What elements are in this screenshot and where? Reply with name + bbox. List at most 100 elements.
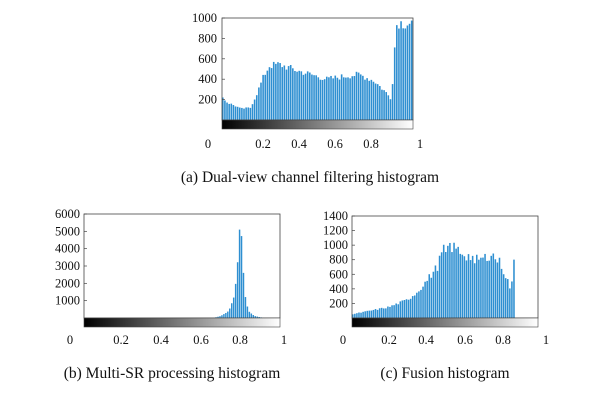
histogram-bar: [228, 103, 230, 120]
histogram-bar: [317, 77, 320, 120]
histogram-bar: [357, 72, 360, 120]
histogram-bar: [428, 274, 431, 318]
histogram-bar: [463, 256, 466, 318]
histogram-bar: [287, 66, 290, 120]
histogram-bar: [319, 79, 322, 120]
histogram-bar: [238, 229, 241, 318]
histogram-bar: [313, 75, 315, 120]
histogram-bar: [387, 95, 390, 120]
histogram-bar: [459, 253, 462, 318]
histogram-bar: [488, 260, 490, 318]
histogram-bar: [336, 77, 339, 120]
y-tick-label: 1000: [192, 11, 217, 25]
histogram-bar: [243, 108, 245, 120]
histogram-bar: [268, 67, 271, 120]
histogram-bar: [471, 255, 474, 318]
histogram-bar: [351, 76, 354, 120]
histogram-bar: [389, 306, 391, 318]
histogram-bar: [232, 105, 235, 120]
histogram-bar: [480, 257, 482, 318]
histogram-bar: [376, 84, 379, 120]
histogram-bar: [266, 70, 269, 120]
histogram-bar: [345, 77, 347, 120]
y-tick-label: 1000: [323, 238, 348, 252]
histogram-bar: [408, 23, 411, 120]
histogram-bar: [321, 79, 324, 120]
histogram-bar: [306, 71, 309, 120]
histogram-bar: [391, 305, 393, 318]
histogram-bar: [258, 87, 260, 120]
histogram-bar: [251, 104, 254, 120]
histogram-bar: [372, 309, 375, 318]
histogram-bar: [380, 307, 383, 318]
histogram-bar: [482, 257, 484, 318]
histogram-bar: [353, 76, 356, 120]
histogram-bar: [398, 28, 400, 120]
histogram-bar: [304, 73, 307, 120]
histogram-bar: [368, 310, 371, 318]
histogram-bar: [432, 271, 435, 318]
histogram-bar: [292, 68, 294, 120]
histogram-bar: [416, 292, 418, 318]
histogram-bar: [355, 71, 358, 120]
histogram-bar: [494, 259, 497, 318]
histogram-bar: [358, 312, 360, 318]
histogram-bar: [359, 74, 362, 120]
histogram-bar: [406, 25, 409, 120]
histogram-bar: [438, 255, 441, 318]
x-tick-label: 0.4: [418, 333, 434, 347]
histogram-bar: [500, 268, 503, 318]
histogram-bar: [241, 107, 243, 120]
histogram-bar: [230, 103, 233, 120]
histogram-bar: [264, 74, 267, 120]
histogram-bar: [272, 61, 275, 120]
histogram-bar: [226, 102, 228, 120]
histogram-bar: [404, 28, 407, 120]
histogram-bar: [411, 296, 414, 318]
histogram-bar: [420, 289, 422, 318]
histogram-bar: [356, 313, 358, 318]
x-tick-label: 0.8: [232, 333, 248, 347]
histogram-bar: [252, 315, 255, 318]
y-tick-label: 800: [329, 253, 348, 267]
histogram-bar: [283, 65, 286, 120]
histogram-bar: [338, 79, 341, 120]
histogram-bar: [393, 305, 395, 318]
histogram-bar: [253, 99, 256, 120]
histogram-bar: [277, 62, 279, 120]
histogram-bar: [507, 279, 509, 318]
histogram-bar: [225, 312, 227, 318]
histogram-bar: [434, 265, 437, 318]
x-tick-label: 0: [67, 333, 73, 347]
x-tick-label: 0.6: [457, 333, 473, 347]
histogram-bar: [492, 253, 495, 318]
histogram-bar: [296, 71, 298, 120]
histogram-bar: [490, 255, 493, 318]
histogram-bar: [502, 274, 505, 318]
y-tick-label: 1400: [323, 209, 348, 223]
histogram-bar: [372, 81, 375, 120]
histogram-bar: [279, 63, 281, 120]
x-tick-label: 0.4: [153, 333, 169, 347]
histogram-bar: [461, 254, 464, 318]
histogram-bar: [376, 309, 379, 318]
histogram-bar: [457, 246, 459, 318]
histogram-bar: [366, 310, 369, 318]
histogram-bar: [370, 310, 373, 318]
histogram-bar: [289, 65, 292, 120]
histogram-bar: [332, 78, 334, 120]
histogram-bar: [465, 260, 468, 318]
histogram-bar: [400, 21, 402, 120]
y-tick-label: 600: [329, 267, 348, 281]
histogram-bar: [354, 313, 356, 318]
x-tick-label: 0.8: [495, 333, 511, 347]
histogram-bar: [387, 306, 389, 318]
histogram-bar: [238, 107, 241, 120]
histogram-bar: [234, 106, 237, 120]
histogram-bar: [309, 72, 311, 120]
histogram-bar: [445, 251, 447, 318]
histogram-bar: [236, 262, 239, 318]
histogram-bar: [473, 263, 476, 318]
